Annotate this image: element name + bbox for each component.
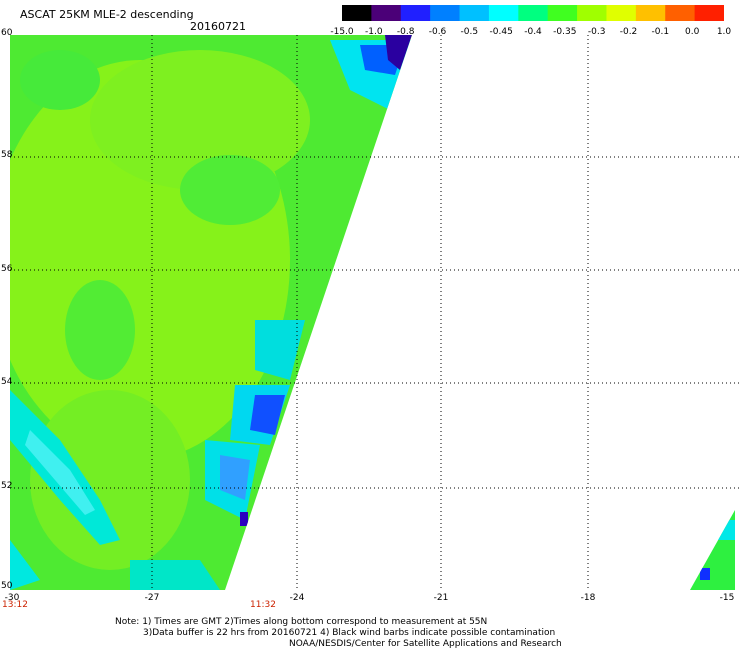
note-line-3: NOAA/NESDIS/Center for Satellite Applica… [289,639,562,649]
lat-lon-grid [10,35,740,590]
note-line-1: Note: 1) Times are GMT 2)Times along bot… [115,617,488,627]
note-line-2: 3)Data buffer is 22 hrs from 20160721 4)… [143,628,556,638]
colorbar-tick-label: -0.35 [553,27,577,37]
colorbar-tick-label: 1.0 [716,27,732,37]
lon-label-30w: -30 [4,593,20,603]
map-title: ASCAT 25KM MLE-2 descending [20,8,194,21]
colorbar-swatch [488,5,519,21]
colorbar-tick-label: -0.45 [489,27,513,37]
colorbar-tick-label: -0.8 [396,27,415,37]
lon-label-27w: -27 [144,593,160,603]
colorbar-tick-label: -15.0 [330,27,354,37]
lat-label-54: 54 [1,377,13,387]
colorbar-swatch [518,5,549,21]
colorbar-labels: -15.0 -1.0 -0.8 -0.6 -0.5 -0.45 -0.4 -0.35 -0.3 -… [322,27,740,39]
colorbar-swatch [342,5,372,21]
lon-label-15w: -15 [719,593,735,603]
lat-label-50: 50 [1,581,13,591]
colorbar-tick-label: -0.6 [428,27,447,37]
lon-label-24w: -24 [289,593,305,603]
colorbar-tick-label: 0.0 [685,27,700,37]
colorbar-tick-label: -0.5 [460,27,479,37]
time-label-right: 11:32 [250,600,276,610]
lat-label-60: 60 [1,28,13,38]
colorbar-swatch [430,5,461,21]
lat-label-58: 58 [1,150,13,160]
lon-label-18w: -18 [580,593,596,603]
colorbar-swatch [577,5,607,21]
colorbar-swatch [400,5,431,21]
map-date: 20160721 [190,20,246,33]
time-label-left: 13:12 [2,600,28,610]
colorbar-tick-label: -0.4 [524,27,542,37]
colorbar-swatch [459,5,490,21]
colorbar-tick-label: -1.0 [365,27,383,37]
colorbar-swatch [635,5,666,21]
colorbar-swatch [665,5,696,21]
swath-secondary [690,510,735,590]
swath-main [10,35,412,590]
colorbar-swatch [694,5,724,21]
colorbar-tick-label: -0.2 [619,27,638,37]
colorbar-tick-label: -0.3 [587,27,606,37]
colorbar [342,5,724,21]
lon-label-21w: -21 [433,593,449,603]
lat-label-52: 52 [1,481,13,491]
colorbar-tick-label: -0.1 [651,27,670,37]
lat-label-56: 56 [1,264,13,274]
colorbar-swatch [371,5,402,21]
colorbar-swatch [606,5,637,21]
colorbar-swatch [547,5,578,21]
